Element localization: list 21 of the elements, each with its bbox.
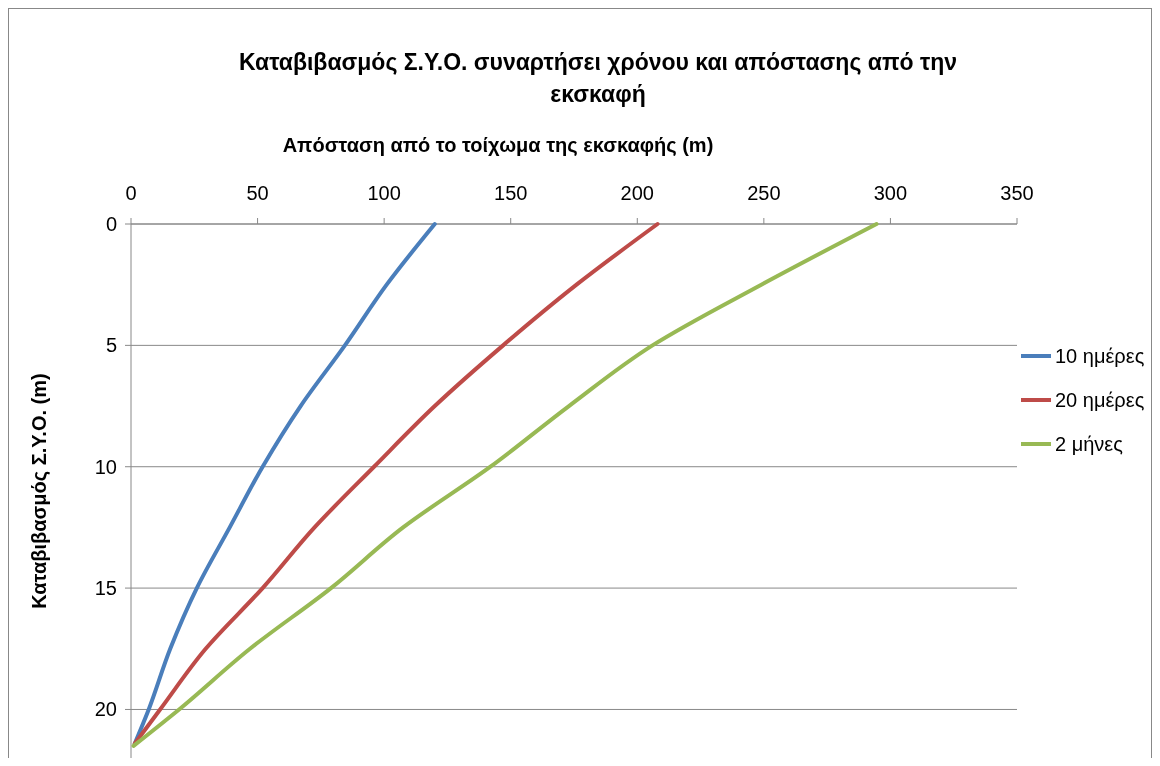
- y-tick-label: 15: [94, 577, 117, 600]
- legend-label: 10 ημέρες: [1055, 345, 1145, 367]
- x-tick-label: 350: [1000, 182, 1034, 204]
- legend-label: 2 μήνες: [1055, 433, 1124, 455]
- line-series: [132, 222, 660, 746]
- x-tick-label: 200: [620, 182, 654, 204]
- x-tick-label: 150: [494, 182, 528, 204]
- y-axis-title: Καταβιβασμός Σ.Υ.Ο. (m): [28, 373, 50, 609]
- x-tick-label: 100: [367, 182, 401, 204]
- y-tick-label: 0: [105, 213, 117, 235]
- x-tick-label: 300: [873, 182, 908, 204]
- y-tick-label: 10: [94, 455, 117, 478]
- y-tick-label: 20: [94, 698, 117, 721]
- y-tick-label: 5: [105, 334, 117, 357]
- x-tick-label: 50: [246, 182, 269, 204]
- x-axis-title: Απόσταση από το τοίχωμα της εκσκαφής (m): [282, 134, 714, 156]
- line-series: [131, 222, 879, 748]
- x-tick-label: 250: [747, 182, 781, 204]
- x-tick-label: 0: [125, 182, 137, 204]
- chart-title: Καταβιβασμός Σ.Υ.Ο. συναρτήσει χρόνου και απόστασης από την εκσκαφή: [238, 49, 958, 107]
- legend-label: 20 ημέρες: [1055, 389, 1145, 411]
